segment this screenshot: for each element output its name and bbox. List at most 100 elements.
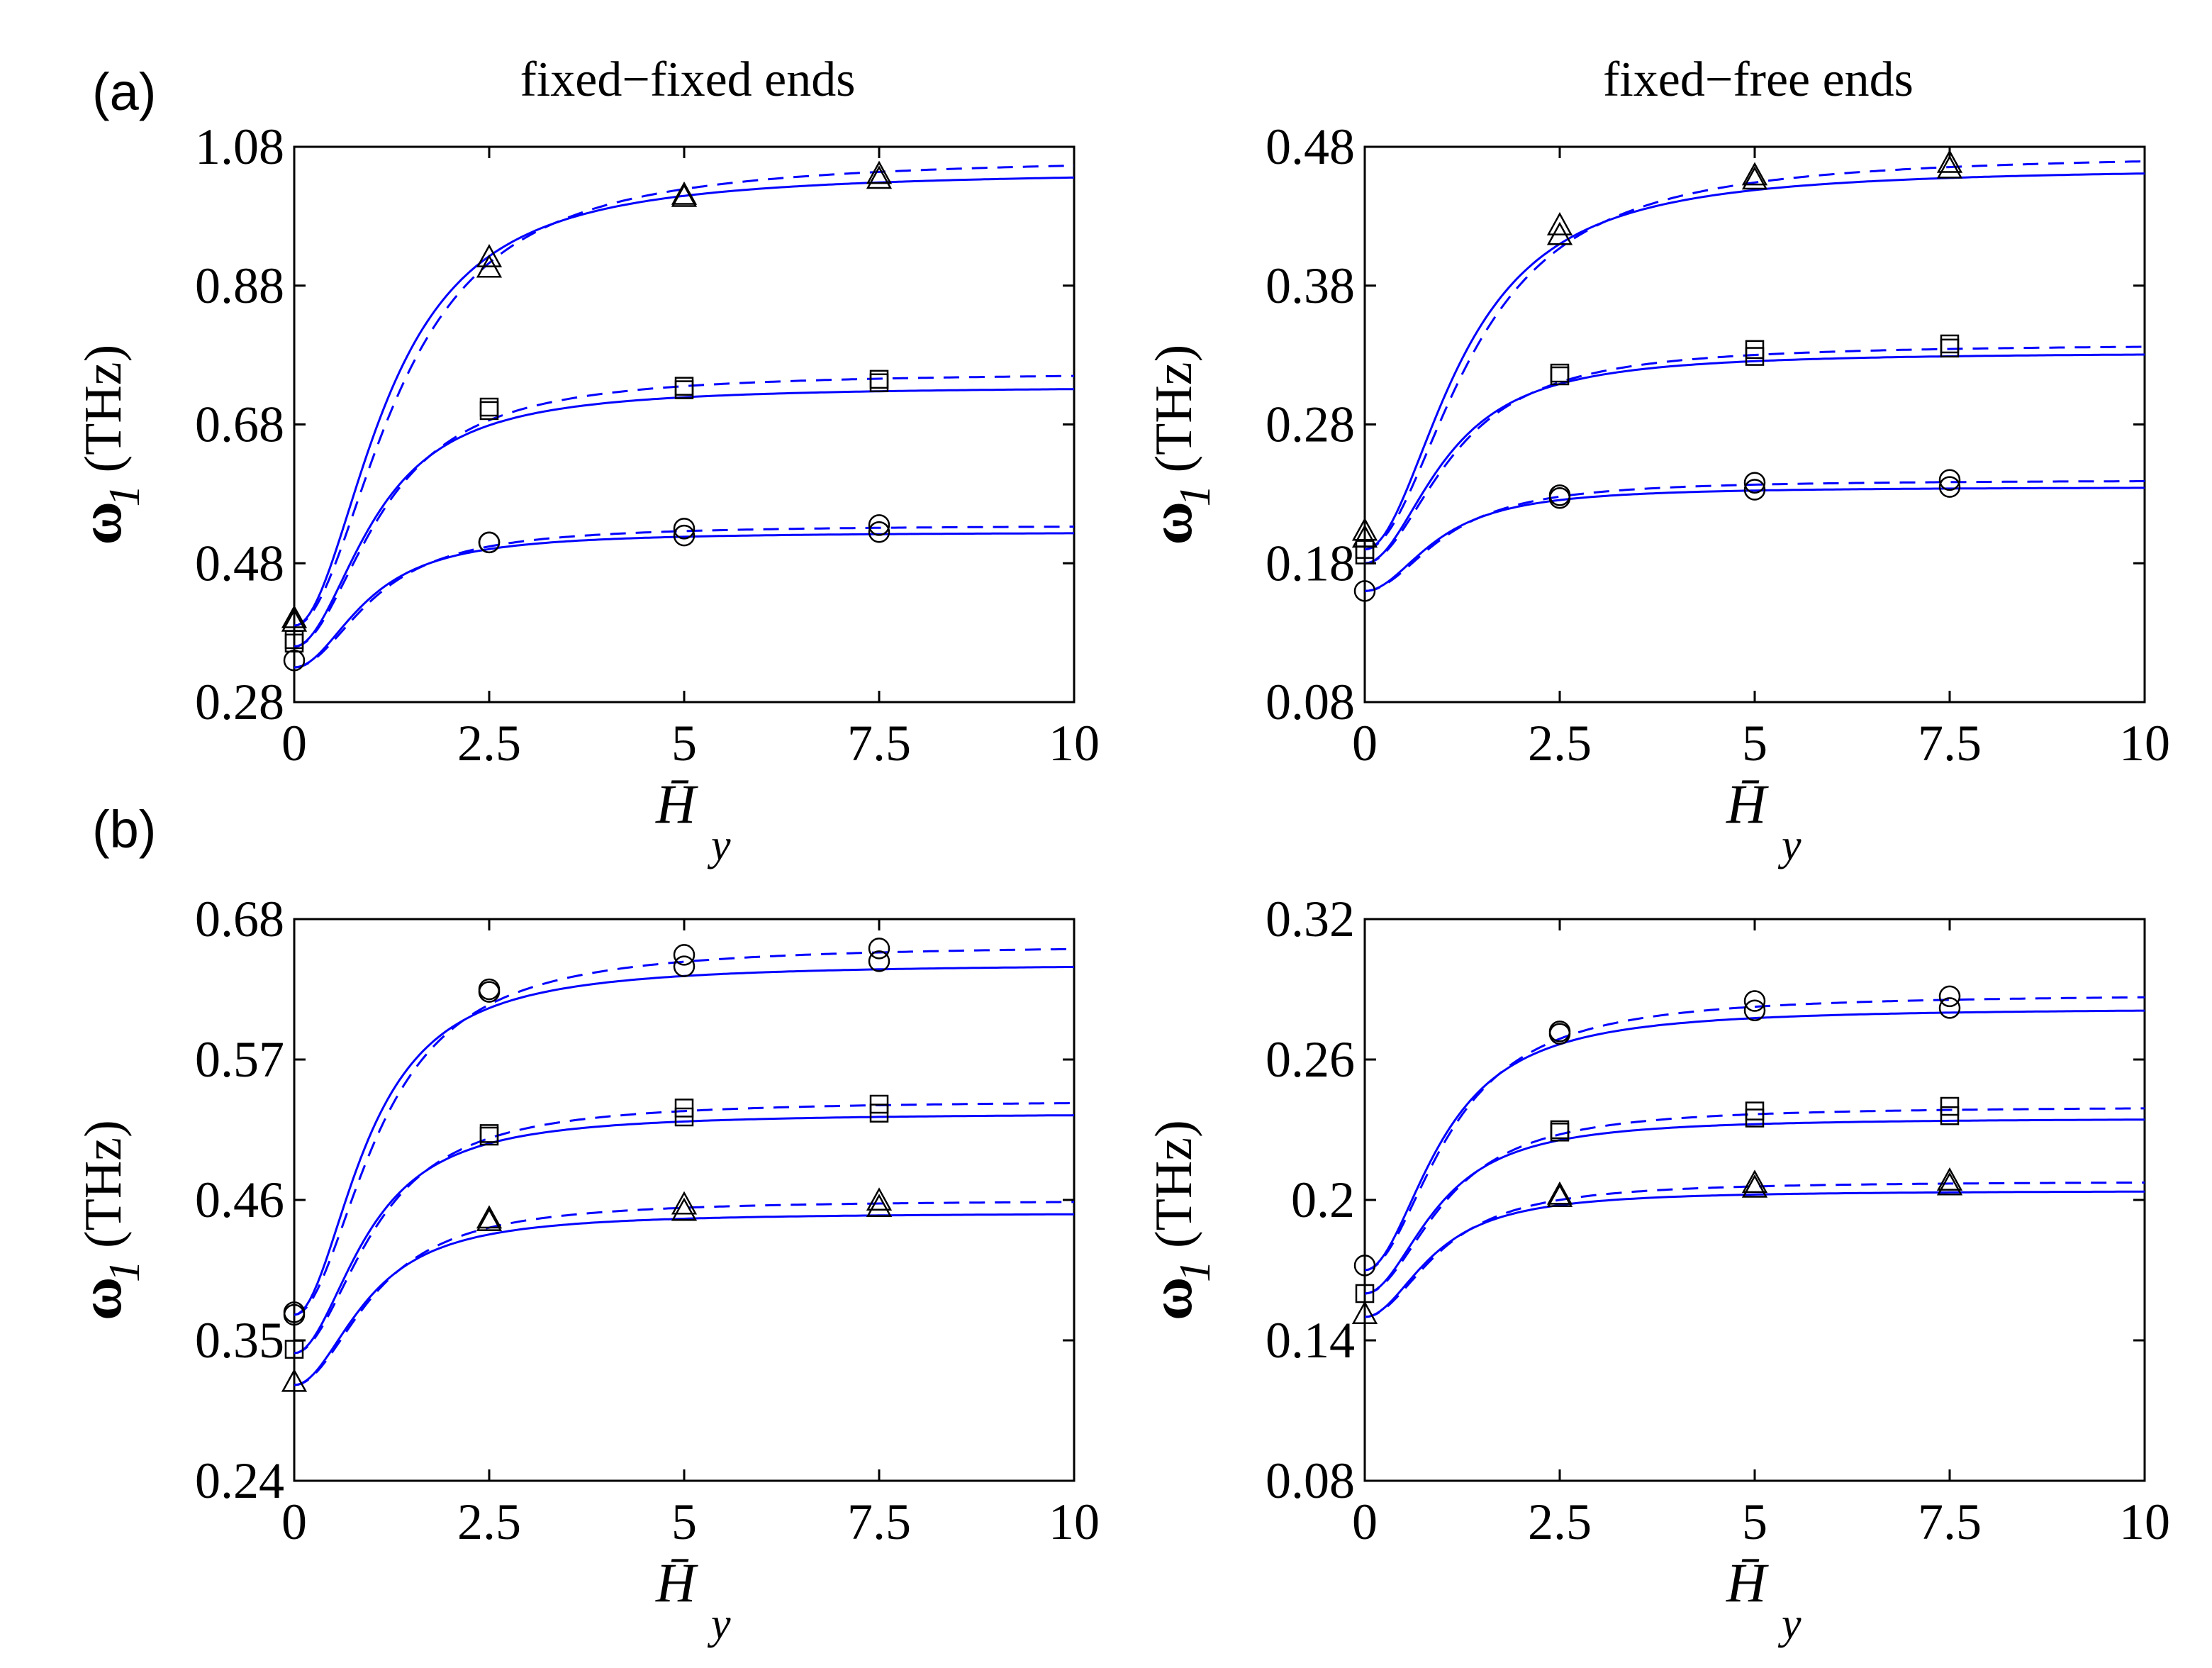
y-axis-label-symbol: ω <box>68 501 134 545</box>
y-tick-label: 0.18 <box>1266 535 1355 591</box>
y-tick-label: 1.08 <box>195 118 284 175</box>
marker-circle <box>283 1303 306 1326</box>
y-tick-label: 0.48 <box>195 535 284 591</box>
marker-circle <box>868 514 890 536</box>
series-line-square-dashed <box>1365 345 2145 565</box>
marker-circle <box>1353 580 1376 602</box>
series-circle <box>283 514 1074 672</box>
marker-square <box>674 1107 694 1127</box>
marker-triangle <box>476 254 503 278</box>
y-tick-label: 0.57 <box>195 1031 284 1088</box>
x-axis-label-subscript: y <box>707 1600 731 1648</box>
marker-square <box>1550 366 1570 386</box>
series-line-circle-solid <box>1365 486 2145 592</box>
series-circle <box>283 938 1074 1326</box>
marker-circle <box>673 518 696 540</box>
series-square <box>284 1094 1074 1359</box>
marker-triangle <box>671 181 698 205</box>
x-tick-label: 0 <box>1352 715 1378 772</box>
subplot-b-fixed-free: 0 2.5 5 7.5 10 0.08 0.14 0.2 0.26 0.32 H̄y ω1 (THz) <box>1139 891 2170 1648</box>
marker-square <box>1940 338 1960 358</box>
marker-triangle <box>1936 155 1963 179</box>
series-triangle <box>1351 1167 2145 1324</box>
y-axis-label-symbol: ω <box>1139 501 1205 545</box>
subplots: 0 2.5 5 7.5 100.280.480.680.881.08H̄yω1(THz)… <box>68 118 2170 1648</box>
marker-square <box>1745 1101 1765 1121</box>
x-tick-label: 0 <box>281 715 307 772</box>
y-tick-label: 0.14 <box>1266 1312 1355 1369</box>
marker-triangle <box>1741 166 1768 190</box>
y-tick-label: 0.08 <box>1266 674 1355 730</box>
y-tick-label: 0.28 <box>195 674 284 730</box>
series-line-square-solid <box>294 1114 1074 1355</box>
marker-square <box>1355 545 1375 565</box>
marker-circle <box>1743 479 1766 501</box>
x-tick-label: 7.5 <box>847 1494 911 1550</box>
subplot-b-fixed-fixed: 0 2.5 5 7.5 10 0.24 0.35 0.46 0.57 0.68 H̄y ω1 (THz) <box>68 891 1100 1648</box>
x-tick-label: 2.5 <box>457 715 521 772</box>
y-axis-label-symbol: ω <box>1139 1277 1205 1320</box>
y-axis-label-symbol: ω <box>68 1277 134 1320</box>
x-axis-label-subscript: y <box>707 821 731 869</box>
marker-triangle <box>1546 1184 1573 1207</box>
y-axis-label-subscript: 1 <box>101 485 149 507</box>
marker-square <box>479 401 499 421</box>
marker-triangle <box>476 1208 503 1231</box>
series-line-triangle-dashed <box>1365 1182 2145 1318</box>
series-square <box>1355 334 2145 565</box>
x-tick-label: 7.5 <box>1918 1494 1982 1550</box>
x-tick-label: 5 <box>1742 715 1767 772</box>
marker-triangle <box>866 165 893 189</box>
subplot-a-fixed-fixed: 0 2.5 5 7.5 10 0.28 0.48 0.68 0.88 1.08 H̄y ω1 (THz) <box>68 118 1100 869</box>
series-circle <box>1353 985 2145 1277</box>
marker-square <box>1940 1106 1960 1125</box>
marker-triangle <box>281 1368 308 1392</box>
marker-circle <box>1938 997 1961 1019</box>
marker-triangle <box>281 604 308 628</box>
marker-circle <box>1743 990 1766 1012</box>
series-line-circle-dashed <box>1365 480 2145 592</box>
marker-square <box>674 380 694 399</box>
series-line-triangle-solid <box>294 1213 1074 1386</box>
x-axis-label: H̄ <box>1726 773 1769 835</box>
x-tick-label: 0 <box>1352 1494 1378 1550</box>
subplot-a-fixed-free: 0 2.5 5 7.5 10 0.08 0.18 0.28 0.38 0.48 H̄y ω1 (THz) <box>1139 118 2170 869</box>
panel-label-a: (a) <box>92 62 156 121</box>
axes-frame <box>293 145 1076 704</box>
series-circle <box>1353 469 2145 602</box>
marker-circle <box>1743 472 1766 494</box>
y-tick-label: 0.48 <box>1266 118 1355 175</box>
series-square <box>1355 1096 2145 1303</box>
series-line-circle-dashed <box>294 526 1074 669</box>
marker-circle <box>478 981 501 1003</box>
y-axis-label-subscript: 1 <box>1171 1260 1219 1282</box>
series-line-square-solid <box>1365 1118 2145 1295</box>
marker-triangle <box>866 160 893 184</box>
y-axis-label-subscript: 1 <box>1171 485 1219 507</box>
marker-triangle <box>1351 1301 1378 1324</box>
marker-triangle <box>1936 1167 1963 1191</box>
marker-circle <box>673 524 696 547</box>
y-axis-label-unit: (THz) <box>74 345 133 473</box>
marker-triangle <box>1741 162 1768 186</box>
series-line-square-dashed <box>1365 1107 2145 1295</box>
marker-circle <box>283 650 306 672</box>
marker-square <box>479 1126 499 1146</box>
x-axis-label-subscript: y <box>1777 1600 1802 1648</box>
x-tick-label: 10 <box>1049 715 1100 772</box>
marker-circle <box>673 944 696 966</box>
series-line-triangle-dashed <box>294 165 1074 627</box>
x-tick-label: 10 <box>2119 1494 2170 1550</box>
x-axis-label-subscript: y <box>1777 821 1802 869</box>
y-axis-label-unit: (THz) <box>1145 345 1203 473</box>
y-axis-label-unit: (THz) <box>74 1120 133 1248</box>
marker-circle <box>673 955 696 977</box>
marker-circle <box>1548 1023 1571 1045</box>
series-line-square-solid <box>1365 353 2145 565</box>
y-tick-label: 0.68 <box>195 891 284 947</box>
y-tick-label: 0.28 <box>1266 396 1355 453</box>
x-tick-label: 10 <box>1049 1494 1100 1550</box>
x-tick-label: 7.5 <box>847 715 911 772</box>
